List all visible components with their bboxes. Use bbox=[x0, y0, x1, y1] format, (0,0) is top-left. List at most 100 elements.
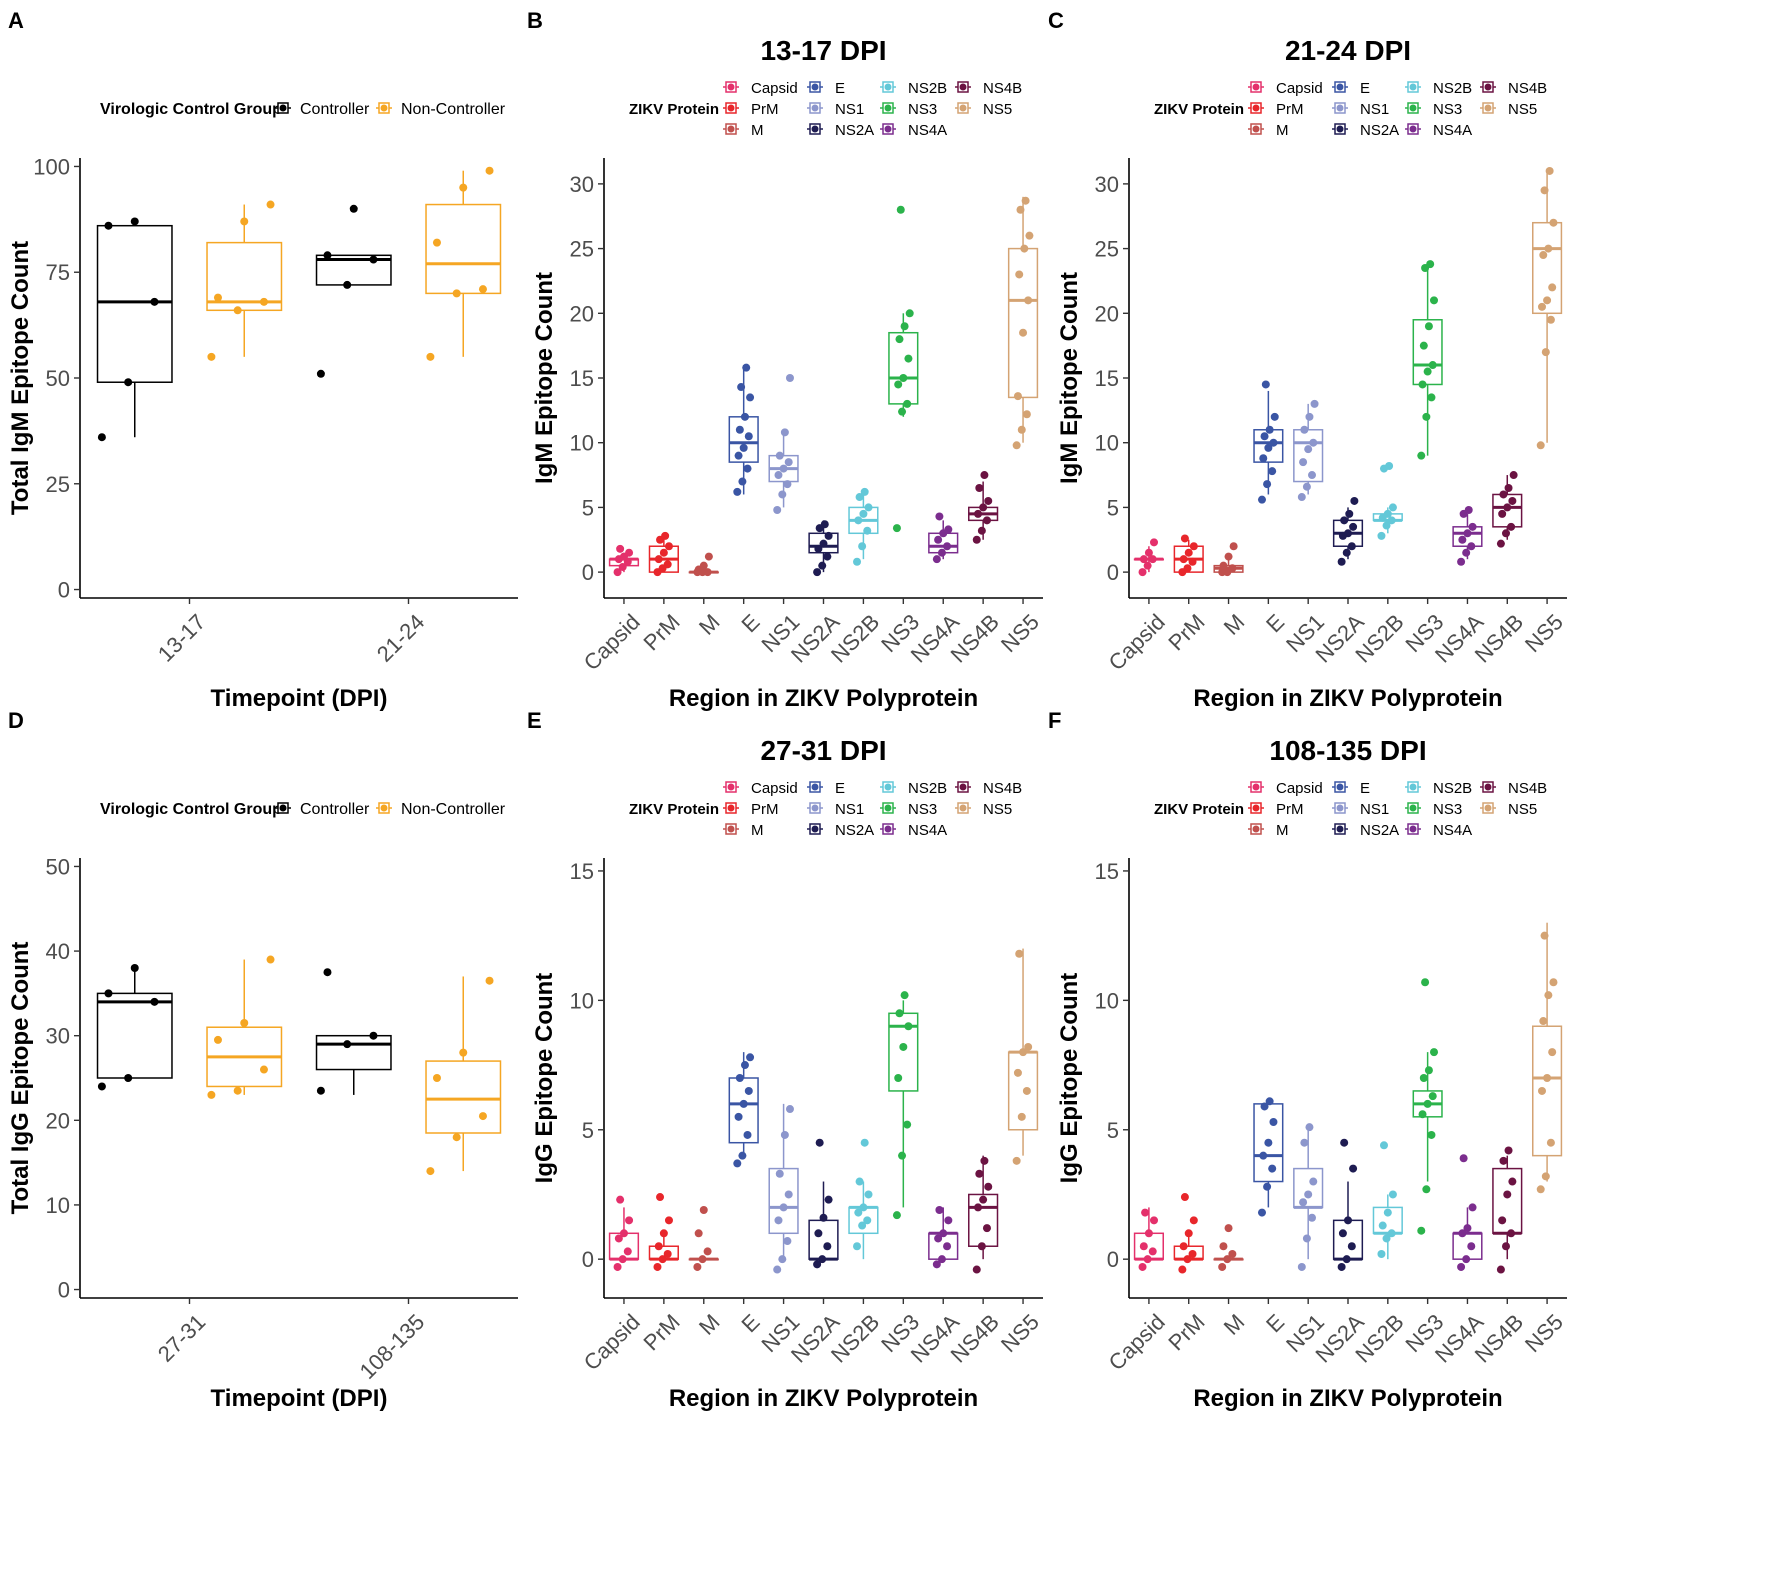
data-point bbox=[1305, 412, 1314, 421]
y-tick-label: 25 bbox=[46, 472, 70, 497]
data-point bbox=[783, 1237, 792, 1246]
data-point bbox=[975, 1169, 984, 1178]
data-point bbox=[1180, 534, 1189, 543]
y-tick-label: 25 bbox=[1095, 237, 1119, 262]
panel-letter: D bbox=[8, 708, 24, 733]
data-point bbox=[1015, 270, 1024, 279]
legend-label: M bbox=[1276, 122, 1289, 139]
legend-key-point bbox=[811, 825, 819, 833]
data-point bbox=[1539, 251, 1548, 260]
protein-legend: ZIKV Protein Capsid PrM M E NS1 NS2A NS2B NS3 NS4… bbox=[1154, 80, 1547, 139]
legend-title: ZIKV Protein bbox=[629, 801, 719, 818]
data-point bbox=[984, 1182, 993, 1191]
legend-label: PrM bbox=[751, 101, 779, 118]
data-point bbox=[779, 1203, 788, 1212]
legend-key-point bbox=[1336, 104, 1344, 112]
x-axis-title: Region in ZIKV Polyprotein bbox=[669, 1385, 978, 1412]
data-point bbox=[1543, 296, 1552, 305]
y-tick-label: 100 bbox=[33, 154, 70, 179]
data-point bbox=[1270, 412, 1279, 421]
box-rect bbox=[1332, 1219, 1364, 1260]
box-rect bbox=[1532, 1025, 1563, 1157]
y-axis-title: Total IgM Epitope Count bbox=[7, 241, 34, 515]
data-point bbox=[1308, 471, 1317, 480]
data-point bbox=[1263, 480, 1272, 489]
data-point bbox=[939, 1229, 948, 1238]
x-tick-label: E bbox=[736, 609, 764, 637]
data-point bbox=[1377, 1250, 1386, 1258]
data-point bbox=[1264, 1138, 1273, 1147]
x-tick-label: 108-135 bbox=[355, 1309, 430, 1384]
y-tick-label: 15 bbox=[1095, 366, 1119, 391]
data-point bbox=[485, 166, 494, 175]
box-rect bbox=[96, 224, 173, 383]
protein-legend: ZIKV Protein Capsid PrM M E NS1 NS2A NS2B NS3 NS4… bbox=[629, 80, 1022, 139]
data-point bbox=[1269, 1118, 1278, 1126]
data-point bbox=[899, 374, 908, 382]
box-rect bbox=[1293, 1167, 1324, 1209]
data-point bbox=[1344, 1216, 1352, 1225]
data-point bbox=[693, 1262, 702, 1271]
data-point bbox=[1507, 1229, 1516, 1238]
data-point bbox=[619, 1229, 628, 1238]
data-point bbox=[740, 412, 749, 421]
data-point bbox=[974, 1203, 983, 1212]
data-point bbox=[1463, 1224, 1472, 1233]
data-point bbox=[654, 555, 663, 564]
data-point bbox=[903, 399, 912, 408]
data-point bbox=[240, 1019, 249, 1027]
data-point bbox=[1427, 1130, 1436, 1139]
data-point bbox=[780, 1130, 789, 1139]
data-point bbox=[1467, 1242, 1476, 1251]
legend-label: NS2A bbox=[835, 822, 874, 839]
x-tick-label: 13-17 bbox=[153, 609, 210, 666]
data-point bbox=[343, 1040, 352, 1049]
panel-letter: E bbox=[527, 708, 542, 733]
legend-key-point bbox=[727, 104, 735, 112]
data-point bbox=[323, 251, 332, 260]
data-point bbox=[104, 221, 113, 230]
data-point bbox=[1496, 539, 1505, 548]
data-point bbox=[1184, 548, 1193, 557]
x-tick-label: E bbox=[1261, 609, 1289, 637]
legend-label: Non-Controller bbox=[401, 801, 506, 818]
data-point bbox=[892, 524, 901, 533]
data-point bbox=[1139, 1242, 1148, 1251]
data-point bbox=[1507, 522, 1516, 531]
y-tick-label: 30 bbox=[46, 1024, 70, 1049]
data-point bbox=[980, 1156, 989, 1165]
legend-label: Capsid bbox=[751, 780, 798, 797]
data-point bbox=[734, 1112, 743, 1121]
x-axis-title: Timepoint (DPI) bbox=[211, 1385, 388, 1412]
x-tick-label: NS5 bbox=[996, 1309, 1044, 1357]
y-tick-label: 10 bbox=[1095, 431, 1119, 456]
data-point bbox=[432, 1074, 441, 1082]
legend-key-point bbox=[279, 804, 287, 812]
data-point bbox=[1340, 516, 1349, 525]
data-point bbox=[150, 297, 159, 306]
data-point bbox=[744, 1086, 753, 1095]
protein-legend: ZIKV Protein Capsid PrM M E NS1 NS2A NS2B NS3 NS4… bbox=[1154, 780, 1547, 839]
box-rect bbox=[425, 203, 502, 295]
box-rect bbox=[888, 331, 919, 405]
y-axis-title: IgG Epitope Count bbox=[531, 973, 558, 1184]
data-point bbox=[1458, 535, 1467, 544]
data-point bbox=[1260, 1102, 1269, 1111]
x-tick-label: Capsid bbox=[579, 609, 645, 675]
data-point bbox=[618, 562, 627, 571]
y-tick-label: 20 bbox=[1095, 301, 1119, 326]
data-point bbox=[895, 335, 904, 344]
data-point bbox=[739, 1099, 748, 1108]
data-point bbox=[1546, 1138, 1555, 1147]
box-rect bbox=[96, 992, 173, 1079]
box-rect bbox=[206, 241, 283, 312]
legend-label: Capsid bbox=[1276, 780, 1323, 797]
data-point bbox=[746, 1053, 755, 1062]
legend-label: E bbox=[835, 80, 845, 97]
legend-key-point bbox=[1484, 104, 1492, 112]
data-point bbox=[349, 204, 358, 213]
x-tick-label: PrM bbox=[1163, 1309, 1209, 1355]
x-axis-title: Region in ZIKV Polyprotein bbox=[1193, 685, 1502, 712]
y-tick-label: 0 bbox=[1107, 560, 1119, 585]
legend-key-point bbox=[1336, 783, 1344, 791]
